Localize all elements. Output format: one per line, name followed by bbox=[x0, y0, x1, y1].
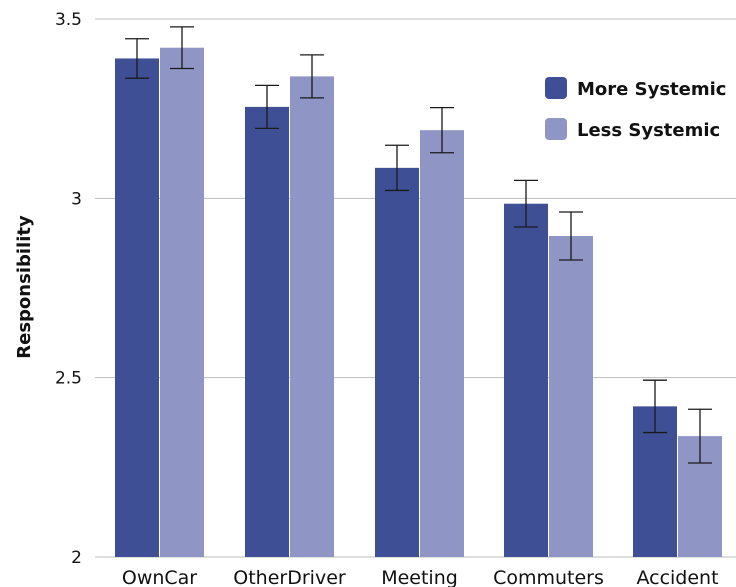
bar-1-3 bbox=[549, 235, 593, 557]
bar-1-2 bbox=[420, 130, 464, 558]
bar-1-1 bbox=[290, 76, 334, 558]
y-tick-label-1: 2.5 bbox=[55, 369, 82, 389]
x-category-label-3: Commuters bbox=[493, 567, 604, 587]
x-category-label-2: Meeting bbox=[381, 567, 458, 587]
legend-label-0: More Systemic bbox=[577, 79, 726, 100]
y-axis-title: Responsibility bbox=[14, 215, 35, 359]
x-axis-categories: OwnCar OtherDriver Meeting Commuters Acciden… bbox=[122, 567, 719, 587]
bar-0-2 bbox=[375, 167, 419, 557]
y-axis-title-group: Responsibility bbox=[14, 215, 35, 359]
legend-swatch-1 bbox=[545, 118, 567, 140]
bar-0-3 bbox=[504, 203, 548, 558]
y-tick-label-3: 3.5 bbox=[55, 10, 82, 30]
bars bbox=[115, 47, 722, 558]
legend-swatch-0 bbox=[545, 77, 567, 99]
y-tick-label-0: 2 bbox=[71, 548, 82, 568]
legend-label-1: Less Systemic bbox=[577, 120, 720, 141]
error-bars bbox=[125, 26, 712, 464]
x-category-label-1: OtherDriver bbox=[233, 567, 346, 587]
x-category-label-4: Accident bbox=[636, 567, 718, 587]
bar-0-0 bbox=[115, 58, 159, 557]
y-tick-label-2: 3 bbox=[71, 189, 82, 209]
legend: More Systemic Less Systemic bbox=[545, 77, 726, 141]
bar-1-0 bbox=[160, 47, 204, 558]
x-category-label-0: OwnCar bbox=[122, 567, 197, 587]
y-axis-ticks: 2 2.5 3 3.5 bbox=[55, 10, 82, 568]
bar-0-1 bbox=[245, 106, 289, 557]
